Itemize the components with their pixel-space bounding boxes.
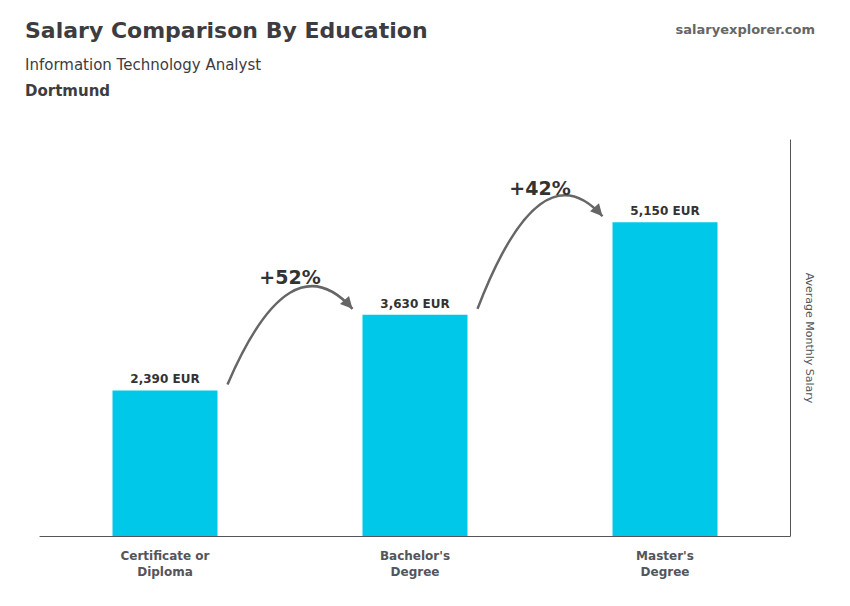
svg-text:Average Monthly Salary: Average Monthly Salary bbox=[803, 273, 816, 404]
svg-text:Diploma: Diploma bbox=[137, 565, 193, 579]
svg-text:salaryexplorer.com: salaryexplorer.com bbox=[676, 22, 815, 37]
svg-text:3,630 EUR: 3,630 EUR bbox=[380, 297, 449, 311]
svg-text:Dortmund: Dortmund bbox=[25, 82, 110, 100]
svg-text:Certificate or: Certificate or bbox=[120, 549, 209, 563]
svg-text:+52%: +52% bbox=[259, 266, 320, 288]
svg-text:Bachelor's: Bachelor's bbox=[380, 549, 450, 563]
svg-text:Salary Comparison By Education: Salary Comparison By Education bbox=[25, 18, 428, 43]
svg-text:Master's: Master's bbox=[636, 549, 694, 563]
svg-text:Degree: Degree bbox=[391, 565, 440, 579]
svg-text:5,150 EUR: 5,150 EUR bbox=[630, 204, 699, 218]
svg-text:+42%: +42% bbox=[509, 177, 570, 199]
svg-text:Information Technology Analyst: Information Technology Analyst bbox=[25, 56, 261, 74]
svg-text:Degree: Degree bbox=[641, 565, 690, 579]
svg-text:2,390 EUR: 2,390 EUR bbox=[130, 372, 199, 386]
